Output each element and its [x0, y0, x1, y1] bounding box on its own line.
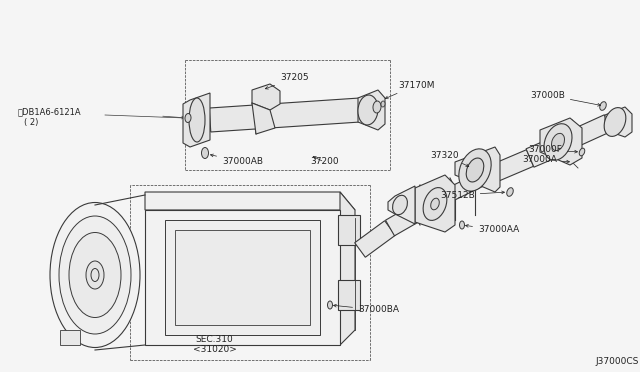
Polygon shape — [209, 98, 361, 132]
Ellipse shape — [189, 98, 205, 142]
Ellipse shape — [69, 232, 121, 317]
Ellipse shape — [460, 221, 465, 229]
Text: 37205: 37205 — [266, 74, 308, 89]
Text: 37000AB: 37000AB — [211, 154, 263, 167]
Ellipse shape — [459, 149, 491, 191]
Polygon shape — [540, 118, 582, 165]
Ellipse shape — [392, 195, 408, 215]
Text: 37200: 37200 — [310, 157, 339, 167]
Ellipse shape — [604, 108, 626, 137]
Text: 37000F: 37000F — [528, 145, 577, 154]
Polygon shape — [252, 84, 280, 110]
Text: <31020>: <31020> — [193, 346, 237, 355]
Text: J37000CS: J37000CS — [595, 357, 638, 366]
Ellipse shape — [328, 301, 333, 309]
Polygon shape — [338, 280, 360, 310]
Polygon shape — [572, 115, 612, 146]
Ellipse shape — [50, 202, 140, 347]
Text: 37000BA: 37000BA — [333, 304, 399, 314]
Text: ⒷDB1A6-6121A: ⒷDB1A6-6121A — [18, 108, 82, 116]
Text: 37512B: 37512B — [440, 190, 504, 199]
Polygon shape — [165, 220, 320, 335]
Polygon shape — [340, 192, 355, 345]
Polygon shape — [145, 192, 355, 210]
Polygon shape — [415, 175, 455, 232]
Ellipse shape — [466, 158, 484, 182]
Polygon shape — [388, 186, 415, 224]
Ellipse shape — [373, 101, 381, 113]
Polygon shape — [526, 134, 569, 167]
Polygon shape — [183, 93, 210, 147]
Text: SEC.310: SEC.310 — [195, 336, 233, 344]
Text: ( 2): ( 2) — [24, 118, 38, 126]
Ellipse shape — [185, 113, 191, 122]
Text: 37170M: 37170M — [385, 80, 435, 99]
Ellipse shape — [544, 124, 572, 160]
Polygon shape — [175, 230, 310, 325]
Polygon shape — [60, 330, 80, 345]
Ellipse shape — [579, 148, 585, 156]
Polygon shape — [486, 150, 534, 183]
Polygon shape — [605, 107, 632, 137]
Polygon shape — [252, 103, 275, 134]
Text: 37000A: 37000A — [522, 155, 570, 164]
Ellipse shape — [552, 133, 564, 151]
Ellipse shape — [86, 261, 104, 289]
Ellipse shape — [59, 216, 131, 334]
Polygon shape — [338, 215, 360, 245]
Polygon shape — [442, 169, 493, 203]
Ellipse shape — [381, 101, 385, 107]
Polygon shape — [455, 147, 500, 192]
Ellipse shape — [600, 102, 606, 110]
Ellipse shape — [431, 198, 439, 210]
Ellipse shape — [507, 188, 513, 196]
Text: 37000B: 37000B — [530, 90, 600, 106]
Polygon shape — [385, 197, 435, 236]
Ellipse shape — [202, 148, 209, 158]
Text: 37000AA: 37000AA — [465, 224, 519, 234]
Ellipse shape — [423, 187, 447, 221]
Polygon shape — [355, 221, 396, 257]
Text: 37320: 37320 — [430, 151, 468, 167]
Polygon shape — [358, 90, 385, 130]
Polygon shape — [145, 210, 340, 345]
Ellipse shape — [358, 95, 378, 125]
